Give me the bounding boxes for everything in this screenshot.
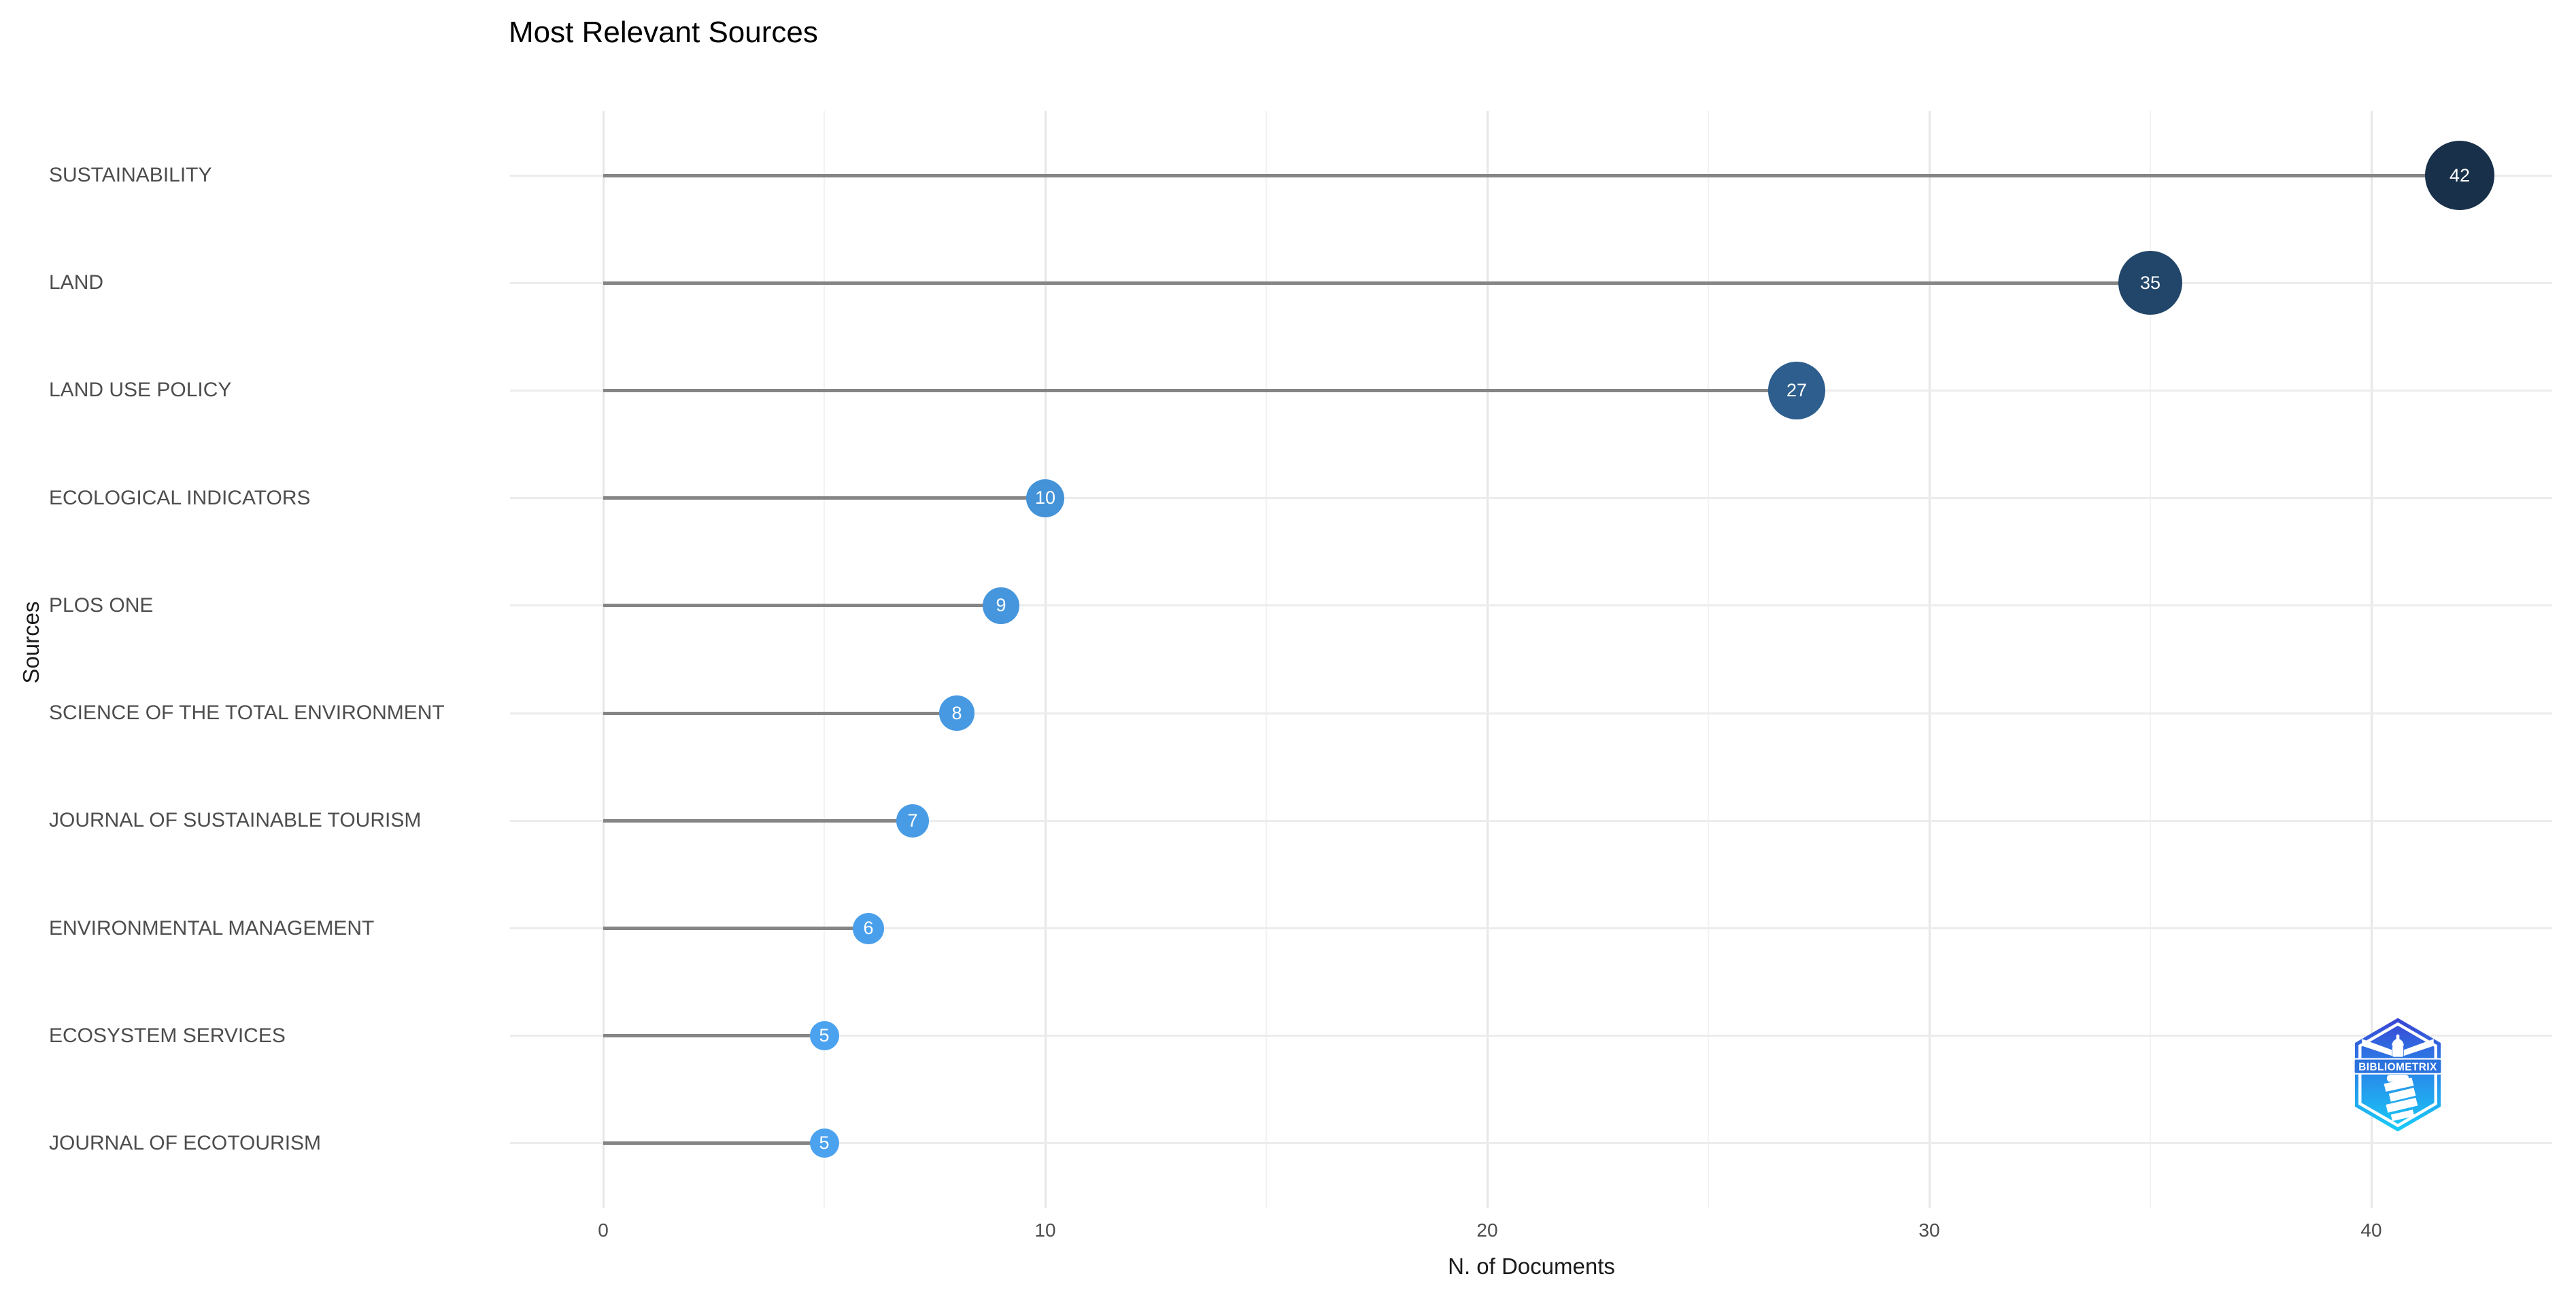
- gridline-minor-vertical: [1266, 111, 1267, 1208]
- lollipop-stem: [603, 173, 2460, 177]
- y-axis-label: ECOLOGICAL INDICATORS: [49, 486, 311, 509]
- y-axis-label: JOURNAL OF SUSTAINABLE TOURISM: [49, 809, 422, 832]
- gridline-horizontal: [510, 819, 2552, 822]
- data-point[interactable]: 27: [1767, 362, 1826, 419]
- chart-title: Most Relevant Sources: [509, 16, 818, 49]
- bibliometrix-logo: BIBLIOMETRIX: [2353, 1018, 2443, 1132]
- x-tick-label: 20: [1476, 1220, 1498, 1241]
- lighthouse-base-icon: [2390, 1109, 2415, 1122]
- lollipop-stem: [603, 388, 1797, 392]
- data-point[interactable]: 7: [896, 804, 930, 838]
- gridline-major-vertical: [2370, 111, 2373, 1208]
- data-point[interactable]: 6: [853, 912, 884, 944]
- gridline-horizontal: [510, 604, 2552, 607]
- y-axis-label: LAND: [49, 271, 104, 294]
- gridline-minor-vertical: [824, 111, 825, 1208]
- lollipop-stem: [603, 496, 1045, 500]
- lollipop-stem: [603, 604, 1001, 608]
- y-axis-label: PLOS ONE: [49, 593, 154, 617]
- lighthouse-finial-icon: [2396, 1034, 2400, 1041]
- y-axis-label: LAND USE POLICY: [49, 379, 232, 402]
- gridline-horizontal: [510, 712, 2552, 714]
- lighthouse-beam-left-icon: [2362, 1039, 2392, 1056]
- y-axis-label: SCIENCE OF THE TOTAL ENVIRONMENT: [49, 702, 445, 725]
- lighthouse-dome-icon: [2392, 1039, 2404, 1046]
- gridline-major-vertical: [1044, 111, 1047, 1208]
- x-tick-label: 10: [1034, 1220, 1056, 1241]
- lollipop-stem: [603, 281, 2150, 285]
- x-tick-label: 30: [1918, 1220, 1940, 1241]
- data-point[interactable]: 35: [2118, 251, 2183, 315]
- y-axis-label: ENVIRONMENTAL MANAGEMENT: [49, 916, 375, 939]
- lighthouse-tier1-icon: [2384, 1078, 2414, 1092]
- y-axis-label: JOURNAL OF ECOTOURISM: [49, 1131, 322, 1154]
- y-axis-label: SUSTAINABILITY: [49, 164, 212, 186]
- lighthouse-lantern-icon: [2392, 1046, 2404, 1057]
- lollipop-stem: [603, 818, 913, 823]
- gridline-major-vertical: [1486, 111, 1489, 1208]
- lollipop-stem: [603, 1034, 824, 1038]
- gridline-minor-vertical: [2150, 111, 2151, 1208]
- gridline-major-vertical: [1928, 111, 1931, 1208]
- data-point[interactable]: 10: [1026, 479, 1064, 517]
- gridline-horizontal: [510, 497, 2552, 500]
- lighthouse-tier2-icon: [2388, 1088, 2416, 1102]
- lollipop-stem: [603, 1141, 824, 1145]
- gridline-minor-vertical: [1708, 111, 1709, 1208]
- lollipop-stem: [603, 711, 957, 715]
- logo-banner: [2353, 1058, 2443, 1075]
- x-tick-label: 0: [598, 1220, 609, 1241]
- x-axis-title: N. of Documents: [1448, 1254, 1615, 1279]
- data-point[interactable]: 5: [809, 1128, 839, 1158]
- lollipop-stem: [603, 927, 868, 931]
- gridline-horizontal: [510, 1035, 2552, 1037]
- gridline-horizontal: [510, 1142, 2552, 1145]
- data-point[interactable]: 5: [809, 1021, 839, 1051]
- x-tick-label: 40: [2360, 1220, 2382, 1241]
- logo-hexagon-border: [2358, 1022, 2437, 1128]
- data-point[interactable]: 42: [2425, 141, 2494, 210]
- y-axis-label: ECOSYSTEM SERVICES: [49, 1024, 286, 1047]
- data-point[interactable]: 9: [983, 587, 1019, 624]
- gridline-horizontal: [510, 927, 2552, 930]
- watermark-label: BIBLIOMETRIX: [2358, 1061, 2437, 1073]
- lighthouse-beam-right-icon: [2403, 1039, 2434, 1056]
- data-point[interactable]: 8: [939, 695, 975, 731]
- gridline-major-vertical: [602, 111, 605, 1208]
- lighthouse-tier3-icon: [2386, 1097, 2418, 1113]
